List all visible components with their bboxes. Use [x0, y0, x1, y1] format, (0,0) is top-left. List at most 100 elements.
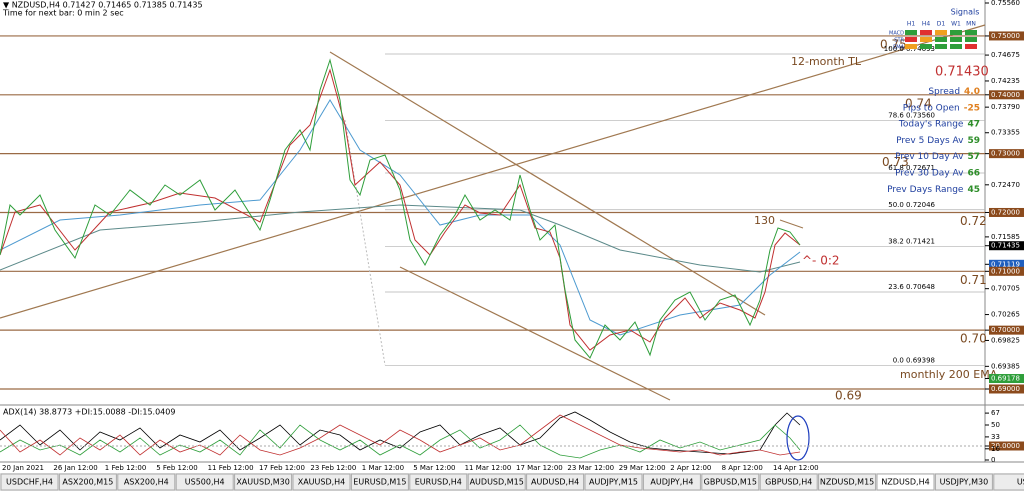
ma-slow: [0, 204, 801, 273]
price-marker: [989, 90, 1024, 100]
signal-cell: [950, 30, 962, 35]
tab-label[interactable]: ASX200,M15: [62, 478, 113, 487]
tab-label[interactable]: USDJPY,M30: [940, 478, 989, 487]
date-label: 1 Mar 12:00: [362, 464, 404, 472]
level-label: 0.69: [835, 388, 862, 402]
signal-row-label: STR: [894, 38, 904, 44]
tab-label[interactable]: AUDJPY,M15: [589, 478, 638, 487]
date-label: 5 Mar 12:00: [413, 464, 455, 472]
tab[interactable]: [175, 473, 234, 491]
price-tick-label: 0.74675: [991, 51, 1020, 59]
tab[interactable]: [934, 473, 993, 491]
price-tick-label: 0.69385: [991, 362, 1020, 370]
tab-label[interactable]: XAUUSD,H4: [298, 478, 346, 487]
fib-label: 50.0 0.72046: [888, 201, 935, 209]
stat-value: 57: [967, 152, 980, 162]
tab[interactable]: [234, 473, 293, 491]
date-label: 17 Mar 12:00: [516, 464, 563, 472]
date-label: 17 Feb 12:00: [259, 464, 305, 472]
highlight-ellipse: [786, 415, 810, 461]
tab-label[interactable]: GBPUSD,M15: [704, 478, 757, 487]
tab-label[interactable]: XAUUSD,M30: [236, 478, 290, 487]
adx-tick-label: 33: [991, 433, 1000, 441]
price-tick-label: 0.71585: [991, 233, 1020, 241]
price-marker: [989, 374, 1024, 384]
adx-marker: [989, 441, 1024, 451]
price-tick-label: 0.75000: [991, 32, 1020, 40]
price-marker: [989, 241, 1024, 251]
price-tick-label: 0.72000: [991, 208, 1020, 216]
stat-label: Prev 10 Day Av 57: [895, 152, 980, 162]
tab-label[interactable]: NZDUSD,M15: [820, 478, 874, 487]
signal-cell: [905, 44, 917, 49]
tab[interactable]: [292, 473, 351, 491]
price-tick-label: 0.73790: [991, 103, 1020, 111]
signal-cell: [950, 44, 962, 49]
level-label: 0.71: [960, 273, 987, 287]
timeframe-label: MN: [966, 21, 976, 28]
tab-label[interactable]: AUDJPY,H4: [650, 478, 693, 487]
price-marker: [989, 207, 1024, 217]
date-label: 1 Feb 12:00: [105, 464, 146, 472]
price-tick-label: 0.75560: [991, 0, 1020, 7]
tab-label[interactable]: US500,H4: [185, 478, 225, 487]
tab-label[interactable]: ASX200,H4: [124, 478, 169, 487]
adx-tick-label: 16: [991, 445, 1000, 453]
price-tick-label: 0.70000: [991, 326, 1020, 334]
channel-line: [329, 51, 766, 316]
level-label: 0.70: [960, 332, 987, 346]
timeframe-label: H1: [907, 21, 916, 28]
fib-label: 100.0 0.74693: [884, 45, 935, 53]
header-timer: Time for next bar: 0 min 2 sec: [2, 9, 124, 18]
stat-value: 45: [967, 184, 980, 194]
adx-tick-label: 20.0000: [991, 442, 1020, 450]
signal-cell: [905, 30, 917, 35]
stat-name: Spread: [928, 87, 960, 97]
stat-name: Prev 30 Day Av: [895, 168, 964, 178]
tab[interactable]: [350, 473, 409, 491]
stat-value: -25: [964, 103, 980, 113]
tab[interactable]: [818, 473, 877, 491]
stat-name: Prev 5 Days Av: [896, 135, 964, 145]
tab[interactable]: [117, 473, 176, 491]
tab-label[interactable]: USDCHF,H4: [6, 478, 53, 487]
plus-di: [0, 424, 801, 459]
tab-label[interactable]: AUDUSD,M15: [470, 478, 524, 487]
price-tick-label: 0.69825: [991, 336, 1020, 344]
tab[interactable]: [701, 473, 760, 491]
tab-label[interactable]: EURUSD,M15: [353, 478, 406, 487]
tab[interactable]: [584, 473, 643, 491]
trendline-label: 12-month TL: [791, 55, 862, 68]
date-label: 23 Mar 12:00: [567, 464, 614, 472]
tab[interactable]: [642, 473, 701, 491]
tab[interactable]: [467, 473, 526, 491]
tab[interactable]: [876, 473, 935, 491]
header-symbol: ▼ NZDUSD,H4 0.71427 0.71465 0.71385 0.71…: [3, 1, 203, 10]
tab-label[interactable]: AUDUSD,H4: [531, 478, 579, 487]
level-label: 0.74: [905, 96, 932, 110]
tab[interactable]: [58, 473, 117, 491]
tab-label[interactable]: US: [1017, 478, 1024, 487]
channel-line: [399, 266, 671, 401]
tab-label[interactable]: EURUSD,H4: [415, 478, 462, 487]
level-label: 0.73: [882, 155, 909, 169]
level-label: 0.72: [960, 214, 987, 228]
stat-label: Spread 4.0: [928, 87, 980, 97]
date-label: 11 Mar 12:00: [465, 464, 512, 472]
price-marker: [989, 149, 1024, 159]
tab[interactable]: [993, 473, 1024, 491]
ratio-label: ^- 0:2: [802, 254, 840, 268]
price-tick-label: 0.71000: [991, 267, 1020, 275]
tab[interactable]: [759, 473, 818, 491]
tab-label[interactable]: NZDUSD,H4: [881, 478, 929, 487]
price-tick-label: 0.71435: [991, 242, 1020, 250]
tab[interactable]: [409, 473, 468, 491]
minus-di: [0, 414, 801, 456]
price-tick-label: 0.71119: [991, 260, 1020, 268]
price-marker: [989, 259, 1024, 269]
tab-label[interactable]: GBPUSD,H4: [765, 478, 812, 487]
tab[interactable]: [0, 473, 59, 491]
tab[interactable]: [526, 473, 585, 491]
